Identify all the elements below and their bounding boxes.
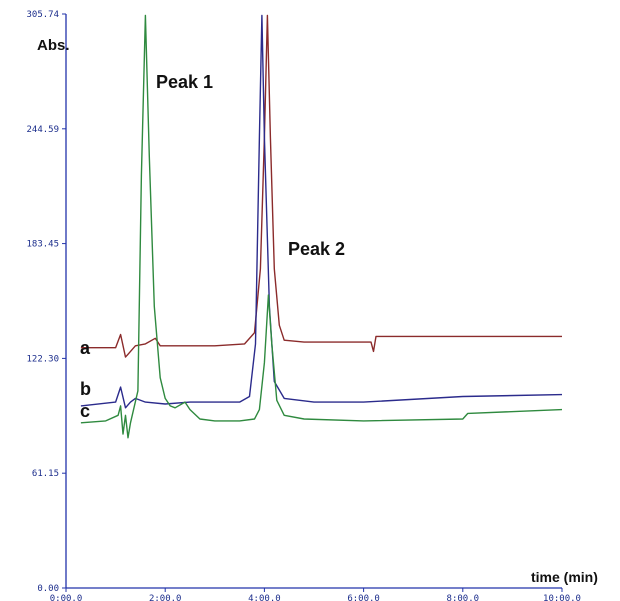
x-tick-label: 2:00.0: [149, 594, 182, 601]
y-tick-label: 244.59: [26, 125, 59, 135]
y-tick-label: 0.00: [37, 584, 59, 594]
series-line-a: [80, 14, 562, 358]
x-tick-label: 4:00.0: [248, 594, 281, 601]
series-line-b: [80, 14, 563, 409]
series-line-c: [80, 14, 563, 439]
axis-ticks: 0.00 61.15 122.30 183.45 244.59 305.74 0:00.0 2…: [26, 10, 580, 601]
y-tick-label: 183.45: [26, 240, 59, 250]
y-tick-label: 122.30: [26, 354, 59, 364]
annotation-layer: Abs. time (min) Peak 1 Peak 2 a b c: [37, 37, 598, 585]
y-tick-label: 305.74: [26, 10, 59, 20]
y-tick-label: 61.15: [32, 469, 59, 479]
x-axis-label: time (min): [531, 569, 598, 585]
x-tick-label: 0:00.0: [50, 594, 83, 601]
x-tick-label: 6:00.0: [347, 594, 380, 601]
series-label-b: b: [80, 379, 91, 399]
series-label-c: c: [80, 401, 90, 421]
y-axis-label: Abs.: [37, 37, 70, 54]
series-layer: [80, 14, 563, 439]
annotation-peak-1: Peak 1: [156, 72, 213, 92]
series-label-a: a: [80, 338, 91, 358]
x-tick-label: 8:00.0: [447, 594, 480, 601]
x-tick-label: 10:00.0: [543, 594, 581, 601]
annotation-peak-2: Peak 2: [288, 239, 345, 259]
